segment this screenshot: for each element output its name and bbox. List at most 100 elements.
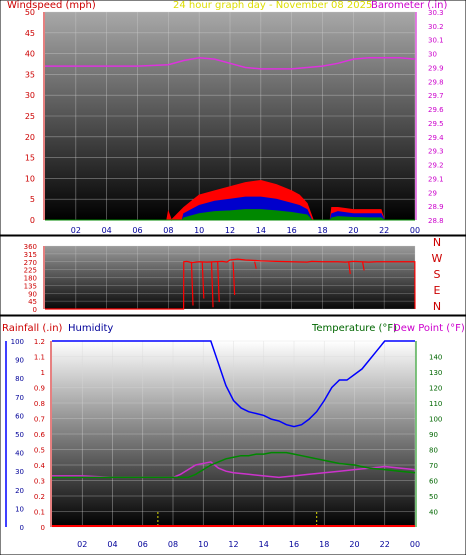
hour-tick-label: 04	[102, 226, 112, 235]
hour-tick-label: 06	[138, 540, 148, 549]
direction-tick-label: 360	[24, 243, 37, 251]
temperature-tick-label: 60	[429, 478, 438, 486]
windspeed-tick-label: 35	[25, 70, 35, 79]
hour-tick-label: 08	[168, 540, 178, 549]
temperature-tick-label: 50	[429, 493, 438, 501]
barometer-axis-label: Barometer (.in)	[371, 0, 447, 11]
rainfall-tick-label: 0.8	[34, 400, 45, 408]
humidity-tick-label: 80	[15, 375, 24, 383]
hour-tick-label: 02	[77, 540, 87, 549]
dewpoint-axis-label: Dew Point (°F)	[393, 323, 465, 334]
hour-tick-label: 16	[289, 540, 299, 549]
windspeed-tick-label: 25	[25, 112, 35, 121]
panel-temp-rain-ticks: 0 0.1 0.2 0.3 0.4 0.5 0.6 0.7 0.8 0.9 1 1.1 1.2	[34, 338, 46, 532]
barometer-tick-label: 29.8	[428, 78, 444, 86]
hour-tick-label: 02	[71, 226, 81, 235]
temperature-tick-label: 80	[429, 447, 438, 455]
panel-temp-x-ticks: 02 04 06 08 10 12 14 16 18 20 22 00	[77, 540, 420, 549]
hour-tick-label: 20	[348, 226, 358, 235]
humidity-tick-label: 60	[15, 412, 24, 420]
series-wind-average-area	[45, 196, 415, 221]
hour-tick-label: 10	[194, 226, 204, 235]
series-humidity-line	[52, 340, 415, 428]
hour-tick-label: 12	[228, 540, 238, 549]
temperature-tick-label: 120	[429, 385, 442, 393]
humidity-axis-label: Humidity	[68, 323, 113, 334]
rainfall-tick-label: 0.7	[34, 416, 45, 424]
barometer-tick-label: 29.5	[428, 120, 444, 128]
series-direction-dip	[254, 261, 257, 269]
panel-temp-temperature-ticks: 40 50 60 70 80 90 100 110 120 130 140	[415, 341, 442, 527]
humidity-tick-label: 40	[15, 450, 24, 458]
series-direction-dip	[190, 261, 194, 306]
barometer-tick-label: 29.7	[428, 92, 444, 100]
temperature-tick-label: 70	[429, 462, 438, 470]
humidity-tick-label: 0	[20, 524, 24, 532]
panel-wind-left-ticks: 0 5 10 15 20 25 30 35 40 45 50	[25, 8, 45, 225]
temperature-tick-label: 110	[429, 400, 442, 408]
windspeed-tick-label: 45	[25, 29, 35, 38]
barometer-tick-label: 29.6	[428, 106, 444, 114]
humidity-tick-label: 20	[15, 487, 24, 495]
hour-tick-label: 18	[317, 226, 327, 235]
panel-wind-grid	[45, 11, 416, 221]
barometer-tick-label: 30.3	[428, 9, 444, 17]
temperature-tick-label: 40	[429, 509, 438, 517]
humidity-tick-label: 70	[15, 394, 24, 402]
windspeed-tick-label: 5	[30, 195, 35, 204]
hour-tick-label: 14	[259, 540, 269, 549]
rainfall-tick-label: 0.6	[34, 431, 46, 439]
humidity-tick-label: 100	[11, 338, 24, 346]
temperature-tick-label: 100	[429, 416, 442, 424]
windspeed-axis-label: Windspeed (mph)	[7, 0, 96, 11]
direction-tick-label: 135	[24, 282, 37, 290]
humidity-tick-label: 30	[15, 468, 24, 476]
hour-tick-label: 00	[410, 540, 420, 549]
barometer-tick-label: 28.8	[428, 217, 444, 225]
hour-tick-label: 18	[319, 540, 329, 549]
temperature-tick-label: 140	[429, 354, 442, 362]
barometer-tick-label: 29.9	[428, 64, 444, 72]
rainfall-tick-label: 1	[41, 369, 45, 377]
panel-temp-series	[52, 340, 416, 527]
direction-tick-label: 270	[24, 259, 37, 267]
windspeed-tick-label: 15	[25, 154, 35, 163]
hour-tick-label: 14	[256, 226, 266, 235]
series-direction-line	[45, 258, 416, 310]
temperature-tick-label: 130	[429, 369, 442, 377]
series-direction-dip	[361, 261, 365, 271]
barometer-tick-label: 29.2	[428, 162, 444, 170]
rainfall-tick-label: 0.3	[34, 478, 45, 486]
series-direction-dip	[201, 261, 205, 299]
series-direction-dip	[217, 261, 220, 303]
series-temperature-line	[52, 451, 416, 479]
rainfall-tick-label: 1.1	[34, 354, 45, 362]
humidity-tick-label: 90	[15, 357, 24, 365]
series-barometer-line	[45, 57, 416, 70]
hour-tick-label: 22	[379, 226, 389, 235]
direction-tick-label: 90	[28, 290, 37, 298]
direction-tick-label: 45	[28, 298, 37, 306]
hour-tick-label: 08	[163, 226, 173, 235]
series-direction-dip	[348, 261, 351, 275]
barometer-tick-label: 30	[428, 51, 437, 59]
barometer-tick-label: 29.4	[428, 134, 444, 142]
rainfall-tick-label: 1.2	[34, 338, 45, 346]
windspeed-tick-label: 20	[25, 133, 35, 142]
series-wind-low-area	[45, 209, 415, 221]
compass-label: S	[434, 268, 441, 281]
hour-tick-label: 00	[410, 226, 420, 235]
series-direction-dip	[210, 261, 214, 308]
rainfall-tick-label: 0.5	[34, 447, 45, 455]
rainfall-tick-label: 0.2	[34, 493, 45, 501]
hour-tick-label: 12	[225, 226, 235, 235]
humidity-tick-label: 50	[15, 431, 24, 439]
direction-tick-label: 225	[24, 267, 37, 275]
barometer-tick-label: 30.2	[428, 23, 444, 31]
direction-tick-label: 315	[24, 251, 37, 259]
rainfall-axis-label: Rainfall (.in)	[2, 323, 63, 334]
compass-label: E	[434, 284, 441, 297]
